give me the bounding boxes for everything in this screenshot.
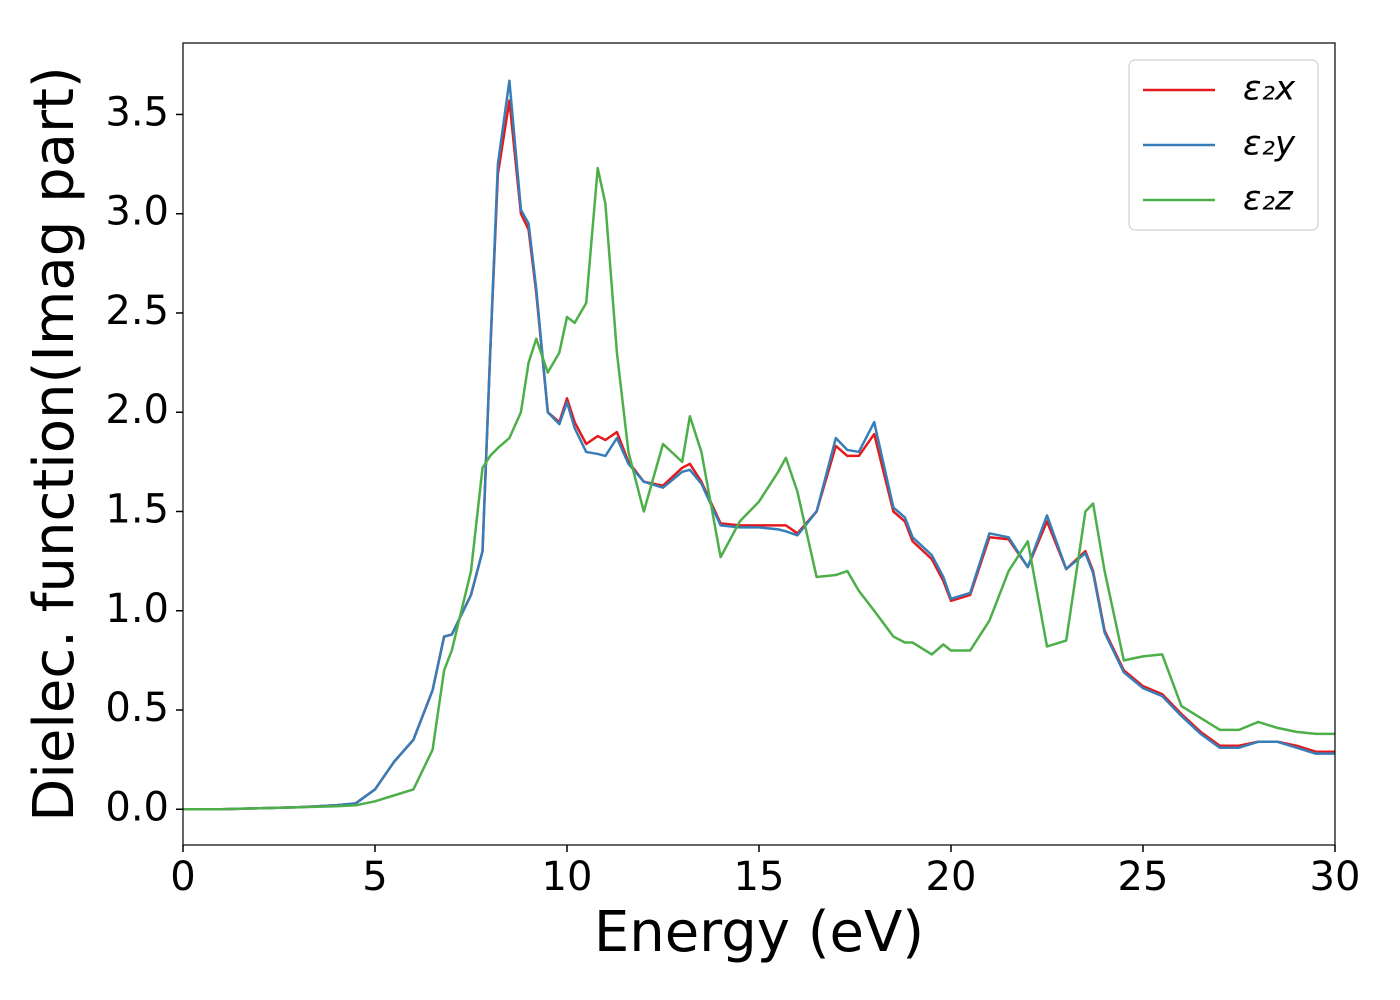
y-axis-label: Dielec. function(Imag part) [22, 66, 87, 822]
x-tick-label: 10 [542, 854, 593, 900]
plot-frame [182, 42, 1336, 846]
line-series [183, 166, 1335, 811]
x-tick-label: 25 [1118, 854, 1169, 900]
y-tick-label: 0.0 [105, 784, 169, 830]
legend-label: ε₂x [1243, 69, 1296, 109]
x-tick-label: 5 [362, 854, 387, 900]
y-tick-label: 2.0 [105, 387, 169, 433]
x-axis-label: Energy (eV) [594, 900, 924, 965]
x-tick-label: 15 [734, 854, 785, 900]
y-tick-label: 3.0 [105, 189, 169, 235]
line-series [183, 79, 1335, 811]
x-tick-label: 0 [170, 854, 195, 900]
y-tick-label: 0.5 [105, 685, 169, 731]
legend-label: ε₂z [1243, 179, 1294, 219]
y-tick-label: 2.5 [105, 288, 169, 334]
x-tick-label: 20 [926, 854, 977, 900]
legend-box [1128, 59, 1319, 231]
x-tick-label: 30 [1310, 854, 1361, 900]
legend-label: ε₂y [1243, 124, 1296, 164]
y-tick-label: 1.0 [105, 586, 169, 632]
y-tick-label: 3.5 [105, 89, 169, 135]
y-tick-label: 1.5 [105, 486, 169, 532]
